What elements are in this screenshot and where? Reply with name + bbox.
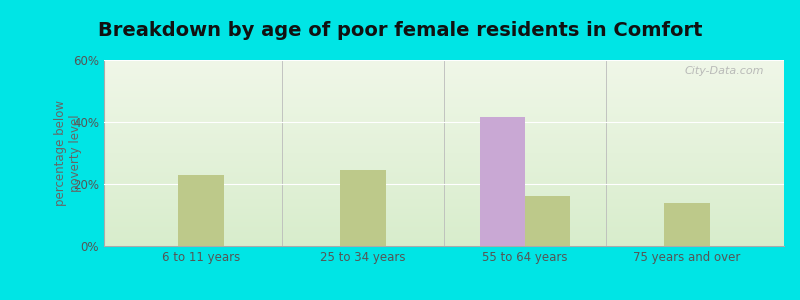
Text: City-Data.com: City-Data.com — [684, 66, 763, 76]
Y-axis label: percentage below
poverty level: percentage below poverty level — [54, 100, 82, 206]
Text: Breakdown by age of poor female residents in Comfort: Breakdown by age of poor female resident… — [98, 21, 702, 40]
Bar — [178, 175, 224, 246]
Bar — [664, 202, 710, 246]
Bar — [525, 196, 570, 246]
Bar — [480, 117, 525, 246]
Bar — [340, 170, 386, 246]
